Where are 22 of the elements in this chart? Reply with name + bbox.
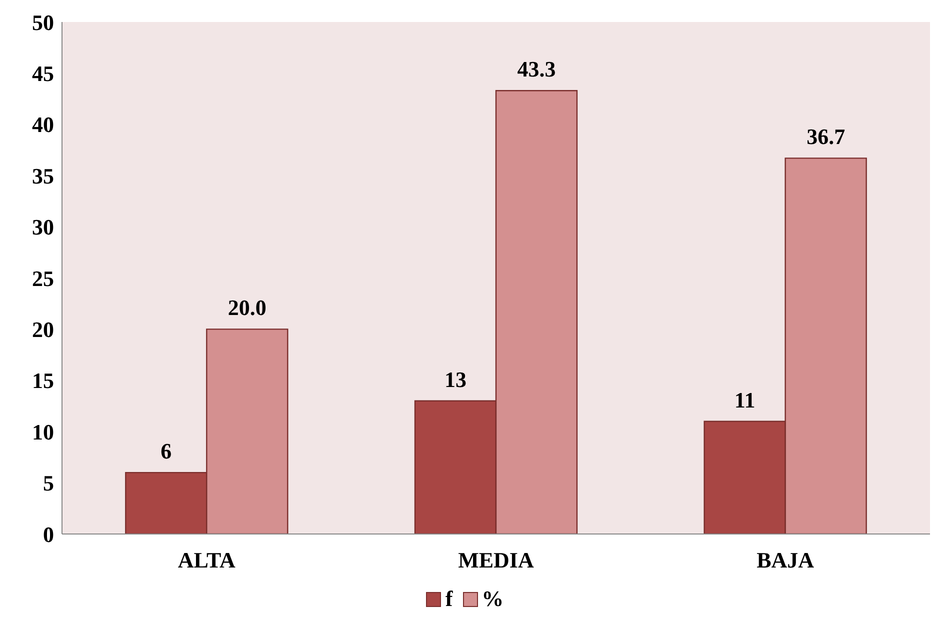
y-tick-label: 20 <box>32 317 54 342</box>
data-label: 43.3 <box>517 56 556 82</box>
y-tick-label: 5 <box>43 470 54 496</box>
data-label: 13 <box>444 366 466 392</box>
data-label: 6 <box>160 438 172 464</box>
y-tick-label: 30 <box>32 214 54 240</box>
y-tick-label: 40 <box>32 112 54 138</box>
y-tick-label: 25 <box>32 266 54 291</box>
y-tick-label: 50 <box>32 10 54 35</box>
y-tick-label: 15 <box>32 368 54 394</box>
data-label: 36.7 <box>806 124 846 150</box>
x-tick-label: ALTA <box>178 548 236 573</box>
data-label: 11 <box>734 387 756 412</box>
legend-label: f <box>445 586 453 612</box>
y-tick-label: 35 <box>32 163 54 188</box>
x-tick-label: BAJA <box>756 548 814 573</box>
x-tick-label: MEDIA <box>458 548 534 573</box>
y-tick-label: 10 <box>32 419 54 444</box>
y-tick-label: 45 <box>32 61 54 86</box>
data-label: 20.0 <box>228 295 266 320</box>
y-tick-label: 0 <box>43 522 54 547</box>
legend-label: % <box>482 586 504 612</box>
